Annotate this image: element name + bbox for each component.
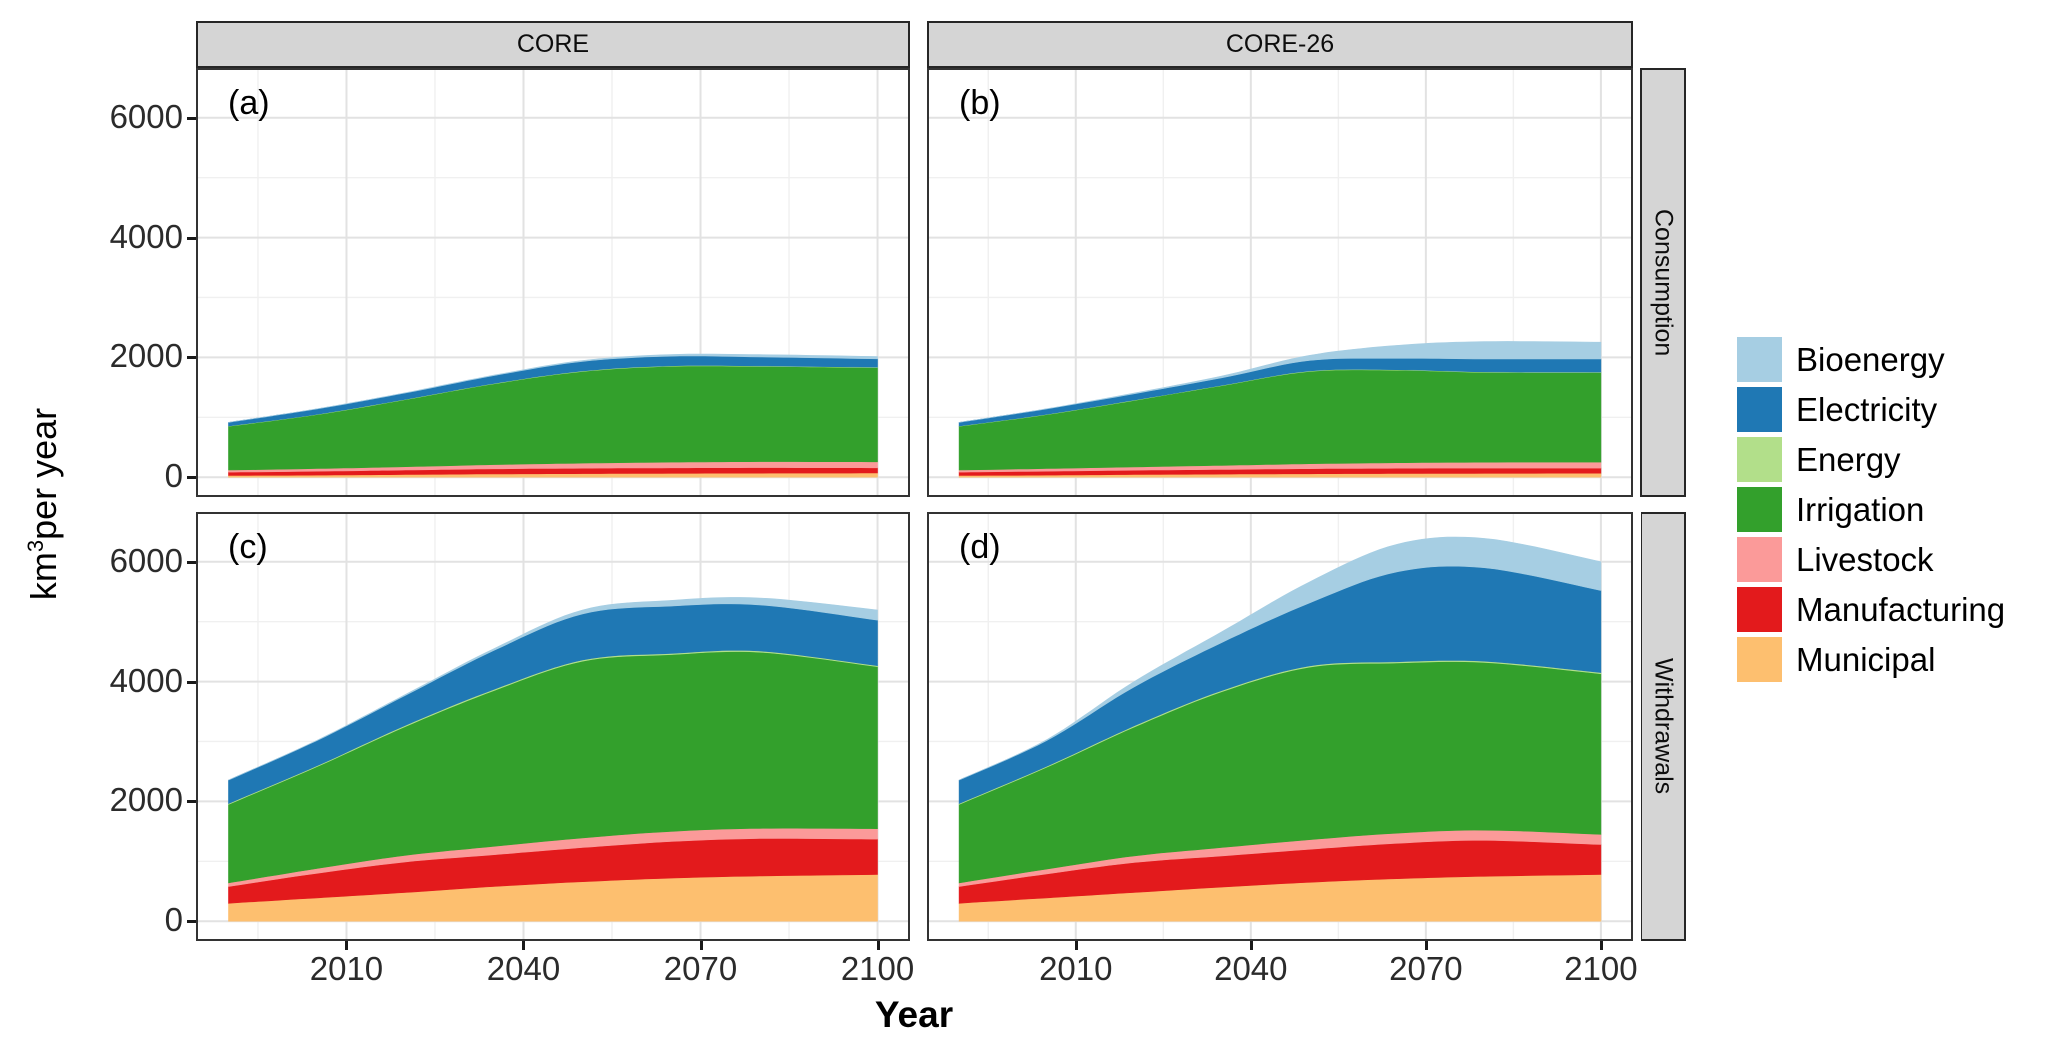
area-bioenergy — [228, 597, 878, 781]
panel-border — [196, 512, 910, 941]
y-tick-label: 2000 — [109, 337, 183, 375]
legend-item-bioenergy: Bioenergy — [1737, 337, 2005, 382]
y-tick-label: 0 — [164, 457, 183, 495]
panel-a — [196, 68, 910, 497]
legend-label: Bioenergy — [1796, 340, 1945, 378]
panel-a-label: (a) — [228, 84, 270, 122]
y-tick-mark — [187, 800, 196, 804]
legend-key-municipal — [1737, 637, 1782, 682]
x-tick-mark — [522, 941, 526, 950]
legend-label: Municipal — [1796, 640, 1936, 678]
legend-key-livestock — [1737, 537, 1782, 582]
x-tick-mark — [876, 941, 880, 950]
x-axis-title: Year — [874, 994, 954, 1035]
y-tick-label: 2000 — [109, 781, 183, 819]
legend-label: Energy — [1796, 440, 1901, 478]
x-tick-mark — [345, 941, 349, 950]
panel-border — [196, 68, 910, 497]
y-tick-mark — [187, 920, 196, 924]
legend-item-electricity: Electricity — [1737, 387, 2005, 432]
facet-strip-core-label: CORE — [516, 30, 590, 58]
y-tick-label: 6000 — [109, 97, 183, 135]
legend-key-manufacturing — [1737, 587, 1782, 632]
facet-strip-consumption: Consumption — [1640, 68, 1686, 497]
x-tick-mark — [699, 941, 703, 950]
y-tick-mark — [187, 476, 196, 480]
legend-key-irrigation — [1737, 487, 1782, 532]
area-bioenergy — [958, 536, 1602, 781]
area-irrigation — [958, 369, 1602, 471]
y-tick-label: 4000 — [109, 217, 183, 255]
panel-border — [927, 512, 1633, 941]
panel-d-label: (d) — [959, 528, 1001, 566]
y-tick-label: 6000 — [109, 541, 183, 579]
panel-b — [927, 68, 1633, 497]
legend-item-livestock: Livestock — [1737, 537, 2005, 582]
panel-d — [927, 512, 1641, 941]
panel-c — [196, 512, 910, 941]
x-tick-label: 2100 — [840, 950, 915, 987]
panel-c-label: (c) — [228, 528, 268, 566]
x-tick-mark — [1424, 941, 1428, 950]
y-tick-label: 0 — [164, 901, 183, 939]
x-tick-label: 2070 — [663, 950, 738, 987]
y-tick-mark — [187, 356, 196, 360]
facet-strip-consumption-label: Consumption — [1649, 208, 1678, 357]
legend-label: Manufacturing — [1796, 590, 2006, 628]
legend-key-energy — [1737, 437, 1782, 482]
y-tick-mark — [187, 560, 196, 564]
legend-key-bioenergy — [1737, 337, 1782, 382]
facet-strip-core26-label: CORE-26 — [1225, 30, 1335, 58]
chart-core-26-withdrawals — [927, 512, 1633, 941]
legend-item-energy: Energy — [1737, 437, 2005, 482]
x-tick-label: 2070 — [1389, 950, 1463, 987]
facet-strip-withdrawals-label: Withdrawals — [1649, 658, 1678, 795]
legend-label: Electricity — [1796, 390, 1938, 428]
panel-b-label: (b) — [959, 84, 1001, 122]
area-bioenergy — [959, 341, 1602, 423]
area-bioenergy — [228, 353, 878, 423]
x-tick-label: 2010 — [309, 950, 384, 987]
chart-core-consumption — [196, 68, 910, 497]
x-tick-mark — [1074, 941, 1078, 950]
legend-item-municipal: Municipal — [1737, 637, 2005, 682]
x-tick-label: 2010 — [1039, 950, 1113, 987]
facet-strip-core26: CORE-26 — [927, 21, 1633, 68]
legend-label: Irrigation — [1796, 490, 1925, 528]
chart-core-26-consumption — [927, 68, 1633, 497]
x-tick-label: 2100 — [1564, 950, 1638, 987]
y-tick-mark — [187, 236, 196, 240]
y-tick-mark — [187, 116, 196, 120]
area-irrigation — [228, 365, 878, 471]
legend-label: Livestock — [1796, 540, 1934, 578]
y-tick-mark — [187, 680, 196, 684]
x-tick-label: 2040 — [486, 950, 561, 987]
facet-strip-core: CORE — [196, 21, 910, 68]
legend-key-electricity — [1737, 387, 1782, 432]
facet-strip-withdrawals: Withdrawals — [1640, 512, 1686, 941]
panel-border — [927, 68, 1633, 497]
legend-item-manufacturing: Manufacturing — [1737, 587, 2005, 632]
x-tick-mark — [1599, 941, 1603, 950]
legend: Bioenergy Electricity Energy Irrigation Live… — [1737, 337, 2005, 687]
x-tick-label: 2040 — [1214, 950, 1288, 987]
y-tick-label: 4000 — [109, 661, 183, 699]
legend-item-irrigation: Irrigation — [1737, 487, 2005, 532]
x-tick-mark — [1249, 941, 1253, 950]
chart-core-withdrawals — [196, 512, 910, 941]
